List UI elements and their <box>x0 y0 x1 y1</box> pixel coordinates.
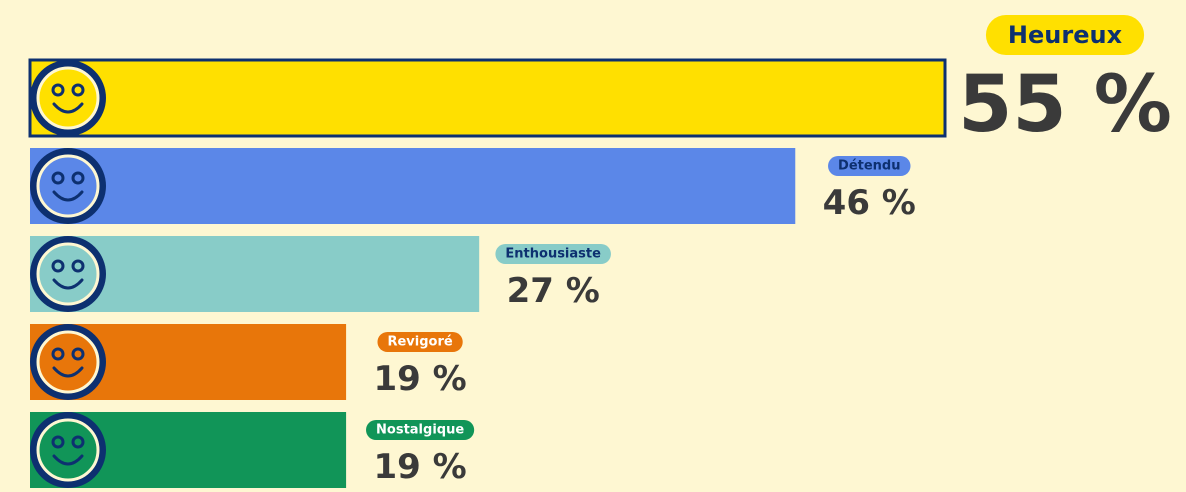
icon-eye <box>51 435 65 449</box>
value-label: 19 % <box>373 447 466 487</box>
emoji-icon <box>30 60 106 136</box>
emoji-icon <box>30 236 106 312</box>
category-label: Heureux <box>1008 21 1123 49</box>
category-label: Revigoré <box>387 335 452 350</box>
icon-eye <box>71 171 85 185</box>
category-pill <box>495 244 611 264</box>
icon-face <box>36 330 100 394</box>
category-label: Enthousiaste <box>505 247 601 262</box>
icon-mouth <box>52 454 84 466</box>
icon-eye <box>51 83 65 97</box>
icon-mouth <box>52 102 84 114</box>
emoji-icon <box>30 148 106 224</box>
icon-eye <box>71 347 85 361</box>
value-label: 27 % <box>507 271 600 311</box>
category-label: Nostalgique <box>376 423 464 438</box>
emoji-icon <box>30 412 106 488</box>
value-label: 19 % <box>373 359 466 399</box>
icon-face <box>36 66 100 130</box>
category-label: Détendu <box>838 159 900 174</box>
bar <box>30 148 796 224</box>
icon-eye <box>71 435 85 449</box>
icon-eye <box>51 347 65 361</box>
icon-mouth <box>52 278 84 290</box>
icon-eye <box>71 83 85 97</box>
icon-eye <box>71 259 85 273</box>
icon-face <box>36 418 100 482</box>
icon-face <box>36 154 100 218</box>
icon-eye <box>51 259 65 273</box>
category-pill <box>366 420 475 440</box>
icon-mouth <box>52 190 84 202</box>
emoji-icon <box>30 324 106 400</box>
icon-mouth <box>52 366 84 378</box>
icon-face <box>36 242 100 306</box>
category-pill <box>828 156 911 176</box>
bar <box>28 58 947 138</box>
value-label: 55 % <box>958 60 1172 150</box>
category-pill <box>377 332 463 352</box>
value-label: 46 % <box>823 183 916 223</box>
category-pill <box>985 15 1145 55</box>
icon-eye <box>51 171 65 185</box>
